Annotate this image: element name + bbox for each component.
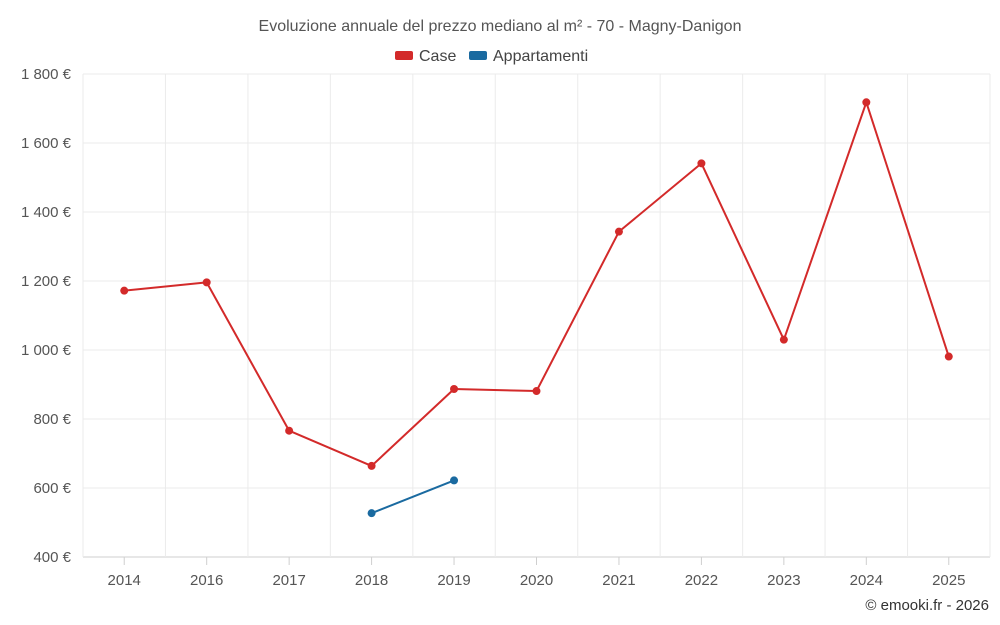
chart-title: Evoluzione annuale del prezzo mediano al… [259,18,742,35]
legend-label-appartamenti[interactable]: Appartamenti [493,48,588,65]
y-tick-label: 400 € [33,549,71,566]
series-layer [120,98,953,518]
data-point-case-2024[interactable] [862,98,871,107]
y-tick-label: 600 € [33,480,71,497]
data-point-case-2022[interactable] [697,159,706,168]
legend-swatch-appartamenti[interactable] [469,51,487,60]
data-point-case-2016[interactable] [202,278,211,287]
x-tick-label: 2021 [602,572,635,589]
y-tick-label: 800 € [33,411,71,428]
y-tick-label: 1 600 € [21,135,72,152]
legend-swatch-case[interactable] [395,51,413,60]
x-tick-label: 2019 [437,572,470,589]
data-point-case-2020[interactable] [532,387,541,396]
y-tick-label: 1 800 € [21,66,72,83]
data-point-case-2018[interactable] [367,461,376,470]
legend-label-case[interactable]: Case [419,48,456,65]
series-appartamenti [367,476,459,518]
legend: Case Appartamenti [395,48,588,65]
data-point-case-2014[interactable] [120,286,129,295]
x-tick-label: 2024 [850,572,883,589]
y-tick-label: 1 400 € [21,204,72,221]
x-axis: 2014 2016 2017 2018 2019 2020 2021 2022 2023 2024… [108,557,965,589]
data-point-case-2023[interactable] [779,335,788,344]
x-tick-label: 2020 [520,572,553,589]
x-tick-label: 2016 [190,572,223,589]
credit-text: © emooki.fr - 2026 [865,597,989,614]
data-point-case-2019[interactable] [450,384,459,393]
y-tick-label: 1 200 € [21,273,72,290]
x-tick-label: 2018 [355,572,388,589]
x-tick-label: 2022 [685,572,718,589]
grid [82,73,991,558]
data-point-appartamenti-2018[interactable] [367,509,376,518]
x-tick-label: 2025 [932,572,965,589]
y-axis: 400 € 600 € 800 € 1 000 € 1 200 € 1 400 € 1 60… [21,66,72,566]
series-line-appartamenti [371,479,455,515]
x-tick-label: 2014 [108,572,141,589]
y-tick-label: 1 000 € [21,342,72,359]
data-point-case-2017[interactable] [285,426,294,435]
x-tick-label: 2023 [767,572,800,589]
data-point-case-2025[interactable] [944,352,953,361]
data-point-case-2021[interactable] [614,227,623,236]
series-case [120,98,953,470]
data-point-appartamenti-2019[interactable] [450,476,459,485]
x-tick-label: 2017 [272,572,305,589]
